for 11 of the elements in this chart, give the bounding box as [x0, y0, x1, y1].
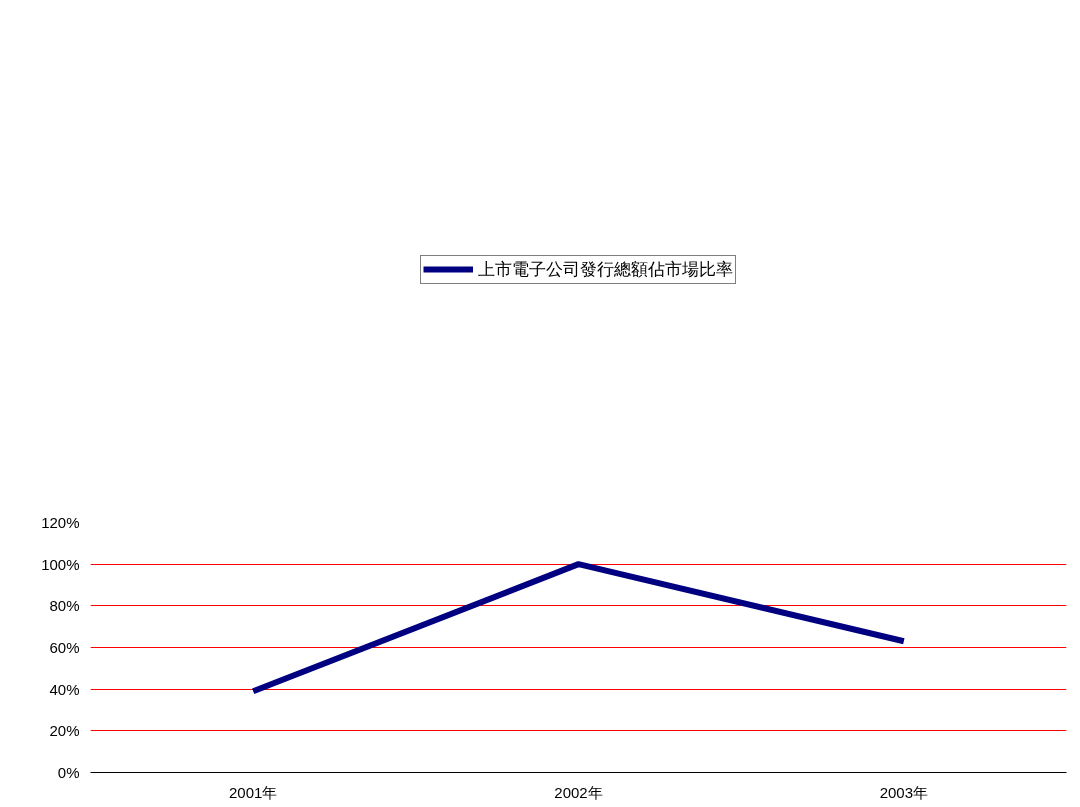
y-tick-label: 100%	[41, 555, 80, 573]
y-tick-label: 80%	[49, 597, 80, 615]
y-tick-label: 60%	[49, 639, 80, 656]
y-tick-label: 20%	[49, 722, 80, 740]
legend-label: 上市電子公司發行總額佔市場比率	[478, 258, 733, 281]
x-tick-label: 2003年	[879, 783, 929, 801]
y-tick-label: 0%	[57, 764, 80, 781]
y-tick-label: 40%	[49, 680, 80, 698]
x-tick-label: 2002年	[554, 783, 603, 801]
y-tick-label: 120%	[41, 514, 80, 531]
x-tick-label: 2001年	[228, 783, 278, 801]
